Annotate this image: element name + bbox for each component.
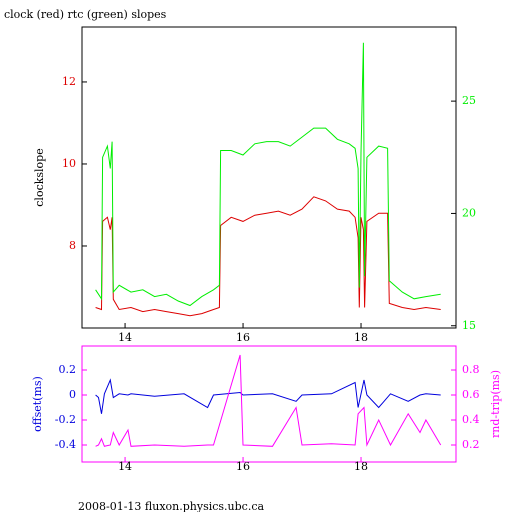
series-line bbox=[95, 196, 441, 317]
y-tick-label: -0.2 bbox=[55, 413, 76, 426]
x-tick-label: 14 bbox=[118, 331, 132, 344]
series-line bbox=[95, 354, 442, 447]
y-tick-label: 12 bbox=[62, 75, 76, 88]
x-tick-label: 18 bbox=[354, 331, 368, 344]
footer: 2008-01-13 fluxon.physics.ubc.ca bbox=[78, 500, 264, 512]
y2-tick-label: 0.8 bbox=[462, 363, 480, 376]
y2-tick-label: 25 bbox=[462, 94, 476, 107]
plot-frame bbox=[81, 345, 457, 463]
y2-axis-label: rnd-trip(ms) bbox=[489, 370, 502, 438]
series-line bbox=[95, 378, 441, 414]
y2-tick-label: 20 bbox=[462, 206, 476, 219]
y-tick-label: 0 bbox=[69, 388, 76, 401]
y2-tick-label: 0.2 bbox=[462, 438, 480, 451]
y-tick-label: 0.2 bbox=[59, 363, 77, 376]
y-tick-label: -0.4 bbox=[55, 438, 76, 451]
y2-tick-label: 15 bbox=[462, 319, 476, 332]
x-tick-label: 16 bbox=[236, 331, 250, 344]
y2-tick-label: 0.4 bbox=[462, 413, 480, 426]
plot-frame bbox=[81, 26, 457, 329]
x-tick-label: 18 bbox=[354, 460, 368, 473]
chart-title: clock (red) rtc (green) slopes bbox=[4, 8, 167, 21]
x-tick-label: 16 bbox=[236, 460, 250, 473]
y-tick-label: 8 bbox=[69, 239, 76, 252]
series-line bbox=[95, 42, 441, 307]
x-tick-label: 14 bbox=[118, 460, 132, 473]
y-axis-label: clockslope bbox=[33, 148, 46, 206]
y2-tick-label: 0.6 bbox=[462, 388, 480, 401]
y-axis-label: offset(ms) bbox=[31, 376, 44, 432]
y-tick-label: 10 bbox=[62, 157, 76, 170]
